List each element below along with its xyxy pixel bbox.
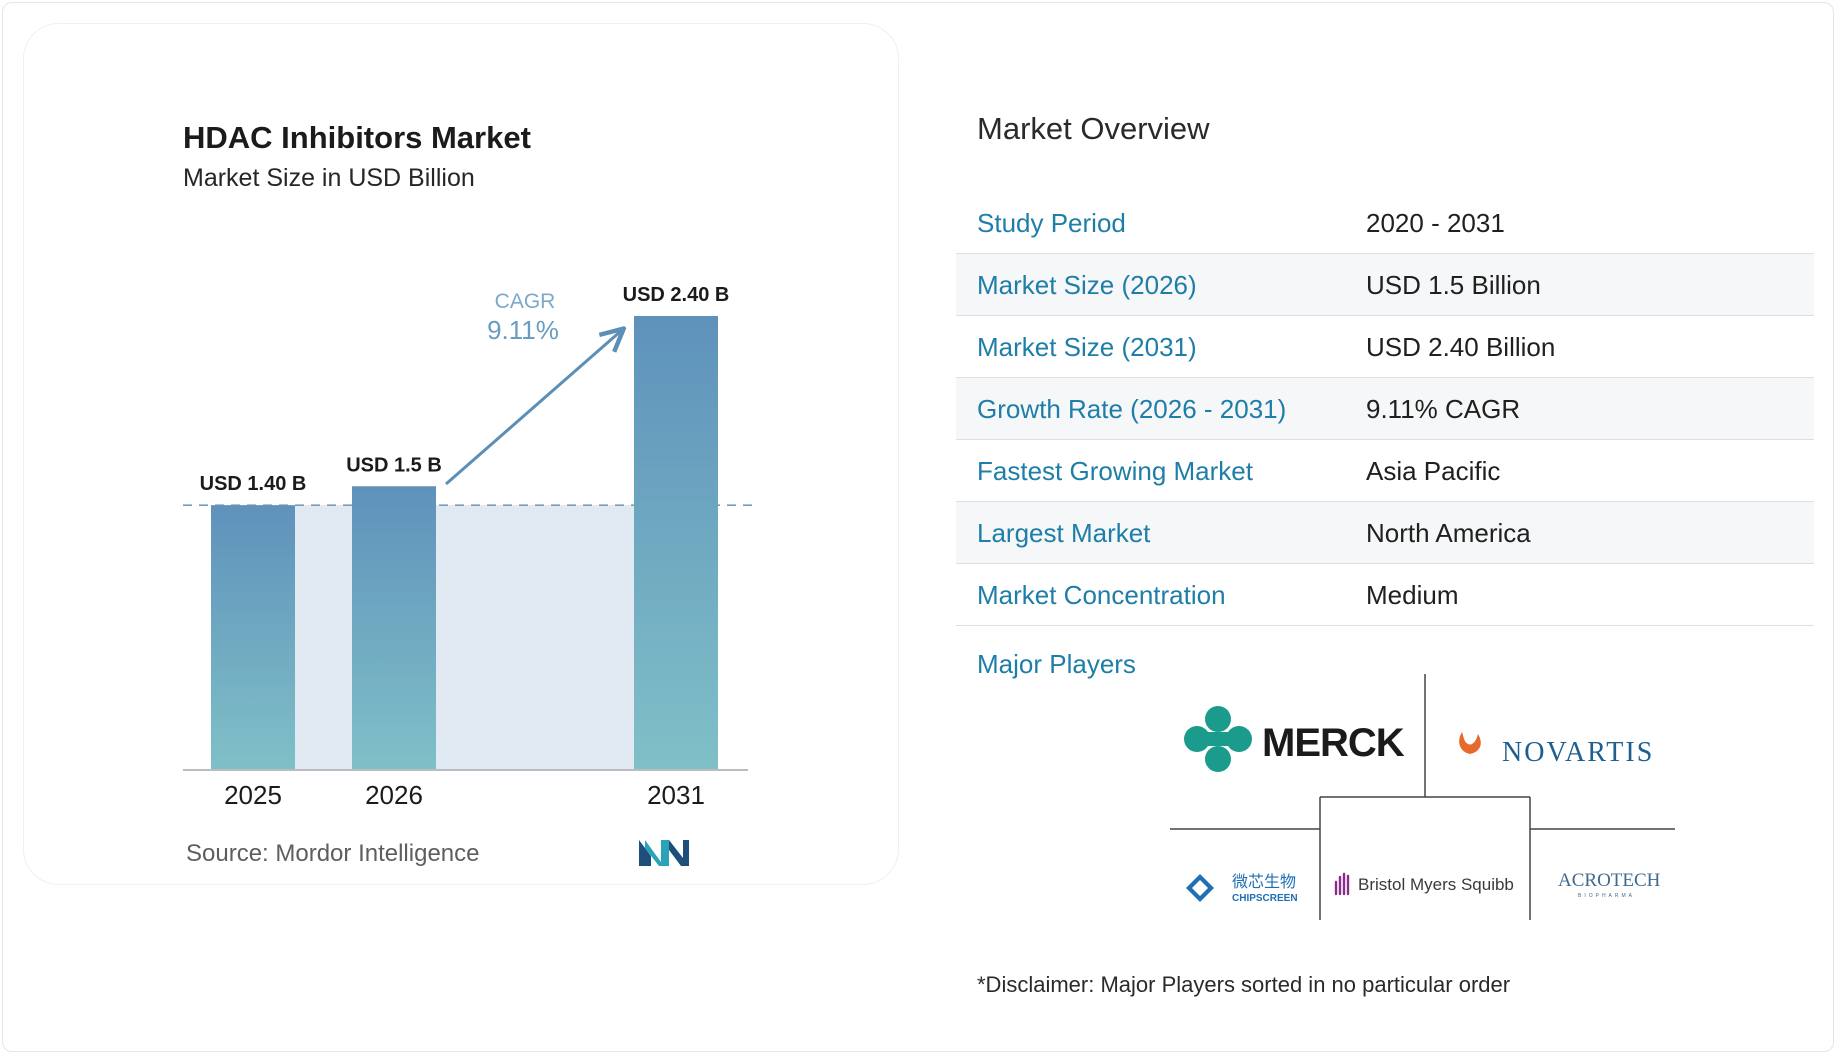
baseline-band [211, 505, 718, 770]
overview-label: Study Period [977, 208, 1126, 238]
overview-row: Market Size (2026) USD 1.5 Billion [956, 254, 1814, 316]
data-label-2031: USD 2.40 B [623, 284, 730, 306]
overview-label: Largest Market [977, 518, 1151, 548]
overview-label: Growth Rate (2026 - 2031) [977, 394, 1287, 424]
acrotech-name: ACROTECH [1558, 870, 1661, 891]
acrotech-logo: ACROTECH BIOPHARMA [1558, 870, 1661, 899]
overview-row: Growth Rate (2026 - 2031) 9.11% CAGR [956, 378, 1814, 440]
chipscreen-emblem-icon [1186, 874, 1214, 902]
overview-label: Fastest Growing Market [977, 456, 1253, 486]
x-tick-2026: 2026 [365, 780, 423, 810]
chart-subtitle: Market Size in USD Billion [183, 164, 475, 192]
overview-table: Study Period 2020 - 2031 Market Size (20… [956, 192, 1814, 626]
merck-name: MERCK [1262, 721, 1405, 765]
bar-2025 [211, 505, 295, 770]
acrotech-subname: BIOPHARMA [1578, 893, 1635, 899]
overview-label: Market Size (2031) [977, 332, 1197, 362]
overview-row: Fastest Growing Market Asia Pacific [956, 440, 1814, 502]
overview-value: 2020 - 2031 [1366, 208, 1505, 238]
merck-logo: MERCK [1184, 706, 1406, 772]
chipscreen-name: 微芯生物 [1232, 872, 1296, 891]
cagr-label: CAGR [495, 290, 556, 313]
overview-row: Market Concentration Medium [956, 564, 1814, 626]
overview-row: Largest Market North America [956, 502, 1814, 564]
x-tick-2025: 2025 [224, 780, 282, 810]
cagr-value: 9.11% [487, 315, 559, 345]
chart-title: HDAC Inhibitors Market [183, 120, 531, 155]
major-players-logos: MERCK NOVARTIS 微芯生物 CHIPSCREEN Bristol M… [1170, 674, 1675, 920]
overview-row: Study Period 2020 - 2031 [956, 192, 1814, 254]
mordor-logo-icon [639, 840, 689, 866]
overview-title: Market Overview [977, 111, 1210, 146]
bar-2026 [352, 486, 436, 770]
bar-2031 [634, 316, 718, 770]
overview-value: 9.11% CAGR [1366, 394, 1521, 424]
overview-value: Medium [1366, 580, 1459, 610]
novartis-flame-icon [1459, 732, 1481, 754]
novartis-name: NOVARTIS [1502, 737, 1654, 768]
cagr-arrow [445, 330, 622, 486]
chipscreen-logo: 微芯生物 CHIPSCREEN [1186, 872, 1298, 904]
overview-label: Market Concentration [977, 580, 1226, 610]
bms-name: Bristol Myers Squibb [1358, 875, 1514, 894]
chart-source: Source: Mordor Intelligence [186, 840, 480, 867]
overview-row: Market Size (2031) USD 2.40 Billion [956, 316, 1814, 378]
bms-logo: Bristol Myers Squibb [1334, 872, 1514, 896]
overview-value: USD 1.5 Billion [1366, 270, 1541, 300]
x-tick-2031: 2031 [647, 780, 705, 810]
bms-hand-icon [1334, 872, 1350, 896]
major-players-label: Major Players [977, 649, 1136, 679]
overview-value: USD 2.40 Billion [1366, 332, 1556, 362]
disclaimer: *Disclaimer: Major Players sorted in no … [977, 972, 1511, 997]
overview-value: Asia Pacific [1366, 456, 1501, 486]
novartis-logo: NOVARTIS [1459, 732, 1654, 768]
overview-value: North America [1366, 518, 1531, 548]
data-label-2025: USD 1.40 B [200, 473, 307, 495]
data-label-2026: USD 1.5 B [346, 454, 442, 476]
merck-emblem-icon [1184, 706, 1252, 772]
bar-chart: USD 1.40 B 2025 USD 1.5 B 2026 USD 2.40 B 203… [183, 284, 752, 810]
overview-label: Market Size (2026) [977, 270, 1197, 300]
chipscreen-subname: CHIPSCREEN [1232, 893, 1298, 904]
